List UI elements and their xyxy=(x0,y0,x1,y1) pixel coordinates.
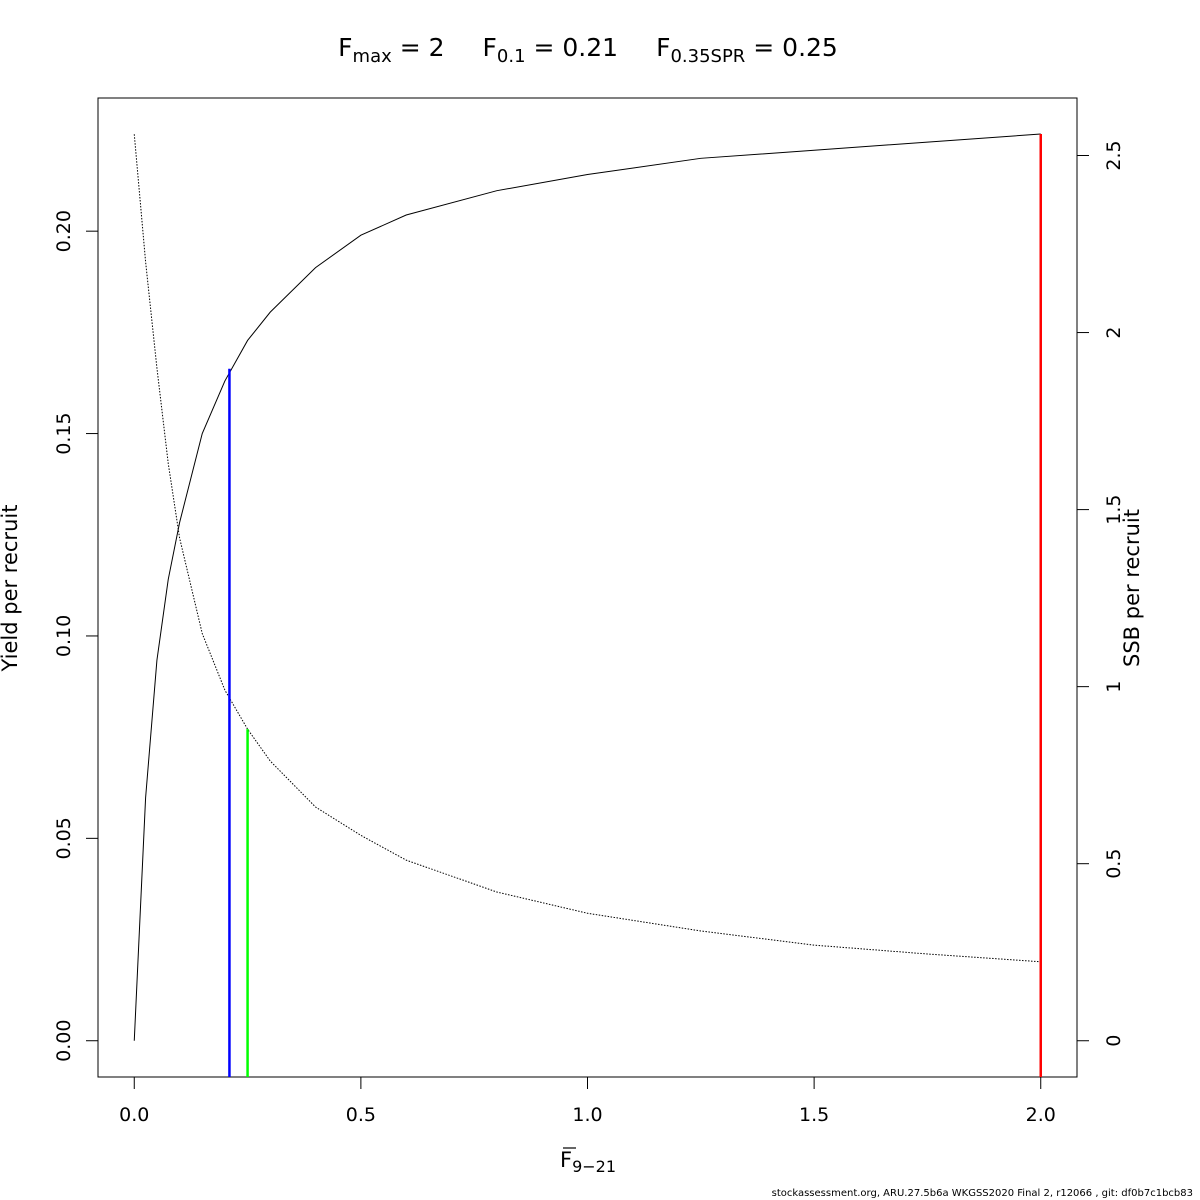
x-title-subscript: 9−21 xyxy=(572,1157,616,1176)
y-tick-label: 0.05 xyxy=(53,817,75,859)
y2-tick-label: 1 xyxy=(1103,681,1125,693)
x-tick-label: 1.0 xyxy=(572,1104,602,1126)
x-tick-label: 2.0 xyxy=(1026,1104,1056,1126)
title-subscript: 0.35SPR xyxy=(670,46,745,67)
x-tick-label: 0.0 xyxy=(119,1104,149,1126)
y2-tick-label: 1.5 xyxy=(1103,494,1125,524)
y-tick-label: 0.00 xyxy=(53,1020,75,1062)
title-subscript: 0.1 xyxy=(497,46,526,67)
y2-axis-title: SSB per recruit xyxy=(1120,509,1144,667)
title-value: = 0.25 xyxy=(745,33,838,62)
title-value: = 2 xyxy=(392,33,445,62)
y2-tick-label: 0.5 xyxy=(1103,849,1125,879)
x-tick-label: 0.5 xyxy=(346,1104,376,1126)
y-tick-label: 0.20 xyxy=(53,210,75,252)
y-tick-label: 0.10 xyxy=(53,615,75,657)
y-tick-label: 0.15 xyxy=(53,412,75,454)
y2-tick-label: 0 xyxy=(1103,1035,1125,1047)
y-axis-title: Yield per recruit xyxy=(0,505,22,673)
x-title-symbol: F xyxy=(560,1148,572,1172)
title-value: = 0.21 xyxy=(526,33,619,62)
y2-tick-label: 2 xyxy=(1103,327,1125,339)
title-subscript: max xyxy=(353,46,393,67)
series-line xyxy=(133,133,1041,1041)
plot-box xyxy=(97,97,1078,1078)
footer: stockassessment.org, ARU.27.5b6a WKGSS20… xyxy=(772,1188,1193,1199)
chart-title: Fmax = 2 F0.1 = 0.21 F0.35SPR = 0.25 xyxy=(338,33,838,67)
x-tick-label: 1.5 xyxy=(799,1104,829,1126)
series-line xyxy=(133,134,1041,963)
y2-tick-label: 2.5 xyxy=(1103,140,1125,170)
title-symbol: F xyxy=(483,33,497,62)
title-symbol: F xyxy=(338,33,352,62)
title-symbol: F xyxy=(656,33,670,62)
x-axis-title: F9−21 xyxy=(560,1148,616,1176)
